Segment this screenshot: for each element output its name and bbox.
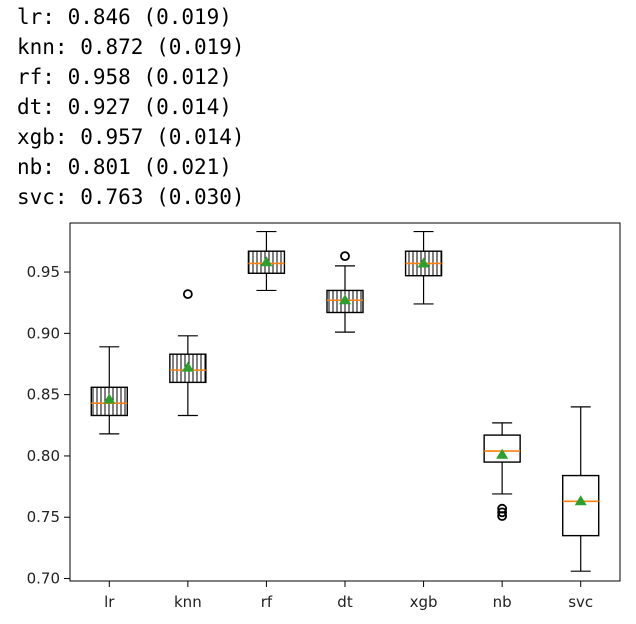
output-line: dt: 0.927 (0.014) (17, 95, 232, 119)
y-tick-label: 0.85 (27, 386, 60, 404)
outlier-point (497, 511, 508, 521)
console-output: lr: 0.846 (0.019) knn: 0.872 (0.019) rf:… (17, 2, 245, 212)
output-line: rf: 0.958 (0.012) (17, 65, 232, 89)
x-tick-label: rf (261, 593, 273, 611)
mean-marker (496, 448, 509, 459)
outlier-point (340, 251, 350, 262)
output-line: knn: 0.872 (0.019) (17, 35, 245, 59)
mean-marker (260, 256, 273, 267)
mean-marker (417, 257, 430, 268)
mean-marker (181, 361, 194, 372)
x-tick-label: knn (174, 593, 202, 611)
mean-marker (574, 495, 587, 506)
outlier-point (182, 289, 193, 300)
y-tick-label: 0.70 (27, 570, 60, 588)
output-line: svc: 0.763 (0.030) (17, 185, 245, 209)
x-tick-label: dt (337, 593, 353, 611)
outlier-point (497, 507, 508, 518)
output-line: nb: 0.801 (0.021) (17, 155, 232, 179)
y-tick-label: 0.80 (27, 447, 60, 465)
output-line: xgb: 0.957 (0.014) (17, 125, 245, 149)
y-tick-label: 0.95 (27, 263, 60, 281)
x-tick-label: lr (104, 593, 115, 611)
x-tick-label: xgb (410, 593, 438, 611)
output-line: lr: 0.846 (0.019) (17, 5, 232, 29)
x-tick-label: nb (493, 593, 512, 611)
mean-marker (339, 294, 351, 305)
mean-marker (103, 393, 116, 404)
y-tick-label: 0.75 (27, 508, 60, 526)
x-tick-label: svc (568, 593, 593, 611)
y-tick-label: 0.90 (27, 324, 60, 342)
box-iqr (562, 474, 600, 537)
